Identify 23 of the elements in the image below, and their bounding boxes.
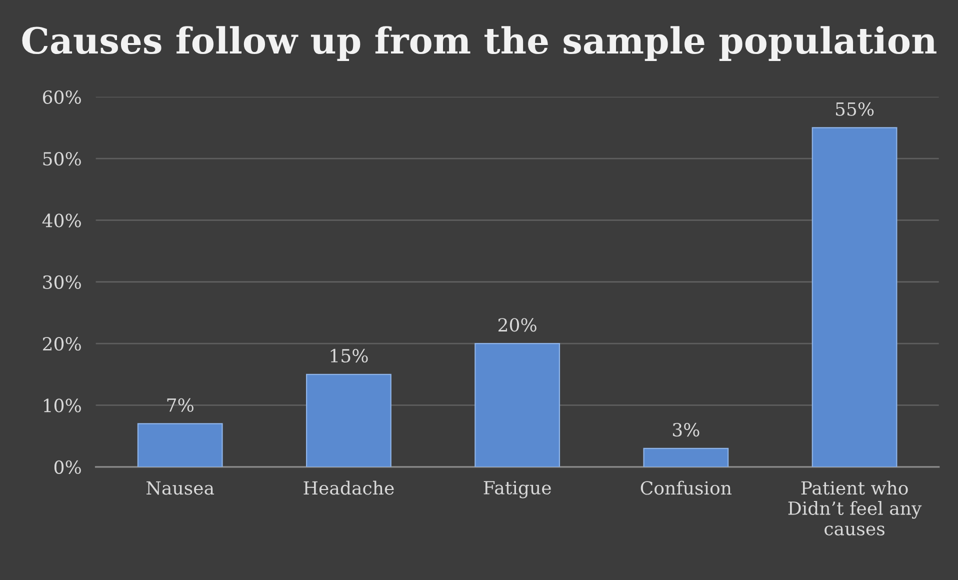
y-tick-label: 40%	[42, 214, 81, 228]
x-tick-label: Patient who Didn’t feel any causes	[788, 480, 922, 536]
data-label: 7%	[167, 398, 194, 412]
bar	[812, 127, 898, 467]
chart-title: Causes follow up from the sample population	[22, 26, 936, 62]
y-tick-label: 10%	[44, 398, 81, 412]
bar	[474, 343, 560, 467]
data-label: 55%	[836, 102, 874, 116]
y-tick-label: 60%	[42, 90, 81, 104]
data-label: 3%	[672, 422, 700, 437]
bar	[643, 448, 729, 467]
y-tick-label: 50%	[43, 152, 81, 166]
y-tick-label: 30%	[43, 275, 81, 289]
data-label: 20%	[498, 318, 536, 332]
x-tick-label: Confusion	[640, 480, 732, 495]
x-tick-label: Fatigue	[484, 480, 551, 498]
x-tick-label: Nausea	[146, 481, 214, 495]
bar	[306, 374, 392, 467]
y-tick-label: 0%	[54, 460, 81, 474]
bar	[137, 423, 223, 467]
data-label: 15%	[330, 348, 368, 363]
x-tick-label: Headache	[304, 480, 394, 495]
y-tick-label: 20%	[43, 337, 81, 351]
